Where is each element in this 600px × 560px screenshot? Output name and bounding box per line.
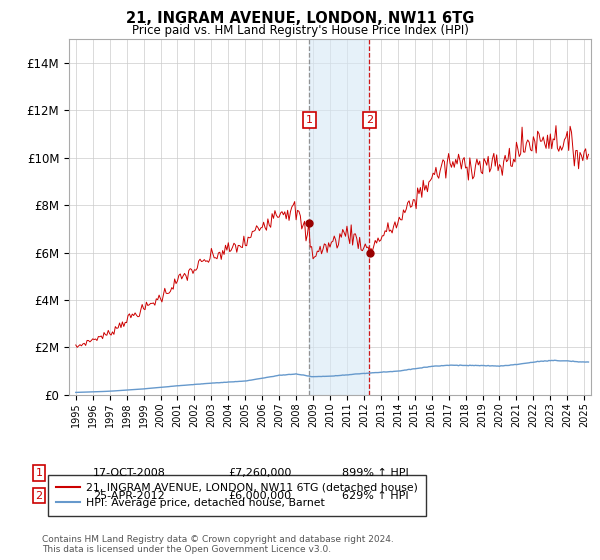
Text: 1: 1 xyxy=(35,468,43,478)
Text: 2: 2 xyxy=(35,491,43,501)
Text: £6,000,000: £6,000,000 xyxy=(228,491,291,501)
Text: 17-OCT-2008: 17-OCT-2008 xyxy=(93,468,166,478)
Text: 2: 2 xyxy=(366,115,373,125)
Text: Contains HM Land Registry data © Crown copyright and database right 2024.
This d: Contains HM Land Registry data © Crown c… xyxy=(42,535,394,554)
Text: 899% ↑ HPI: 899% ↑ HPI xyxy=(342,468,409,478)
Bar xyxy=(310,39,370,395)
Legend: 21, INGRAM AVENUE, LONDON, NW11 6TG (detached house), HPI: Average price, detach: 21, INGRAM AVENUE, LONDON, NW11 6TG (det… xyxy=(49,475,425,516)
Text: Price paid vs. HM Land Registry's House Price Index (HPI): Price paid vs. HM Land Registry's House … xyxy=(131,24,469,36)
Text: 25-APR-2012: 25-APR-2012 xyxy=(93,491,165,501)
Text: 629% ↑ HPI: 629% ↑ HPI xyxy=(342,491,409,501)
Text: £7,260,000: £7,260,000 xyxy=(228,468,292,478)
Text: 21, INGRAM AVENUE, LONDON, NW11 6TG: 21, INGRAM AVENUE, LONDON, NW11 6TG xyxy=(126,11,474,26)
Text: 1: 1 xyxy=(306,115,313,125)
